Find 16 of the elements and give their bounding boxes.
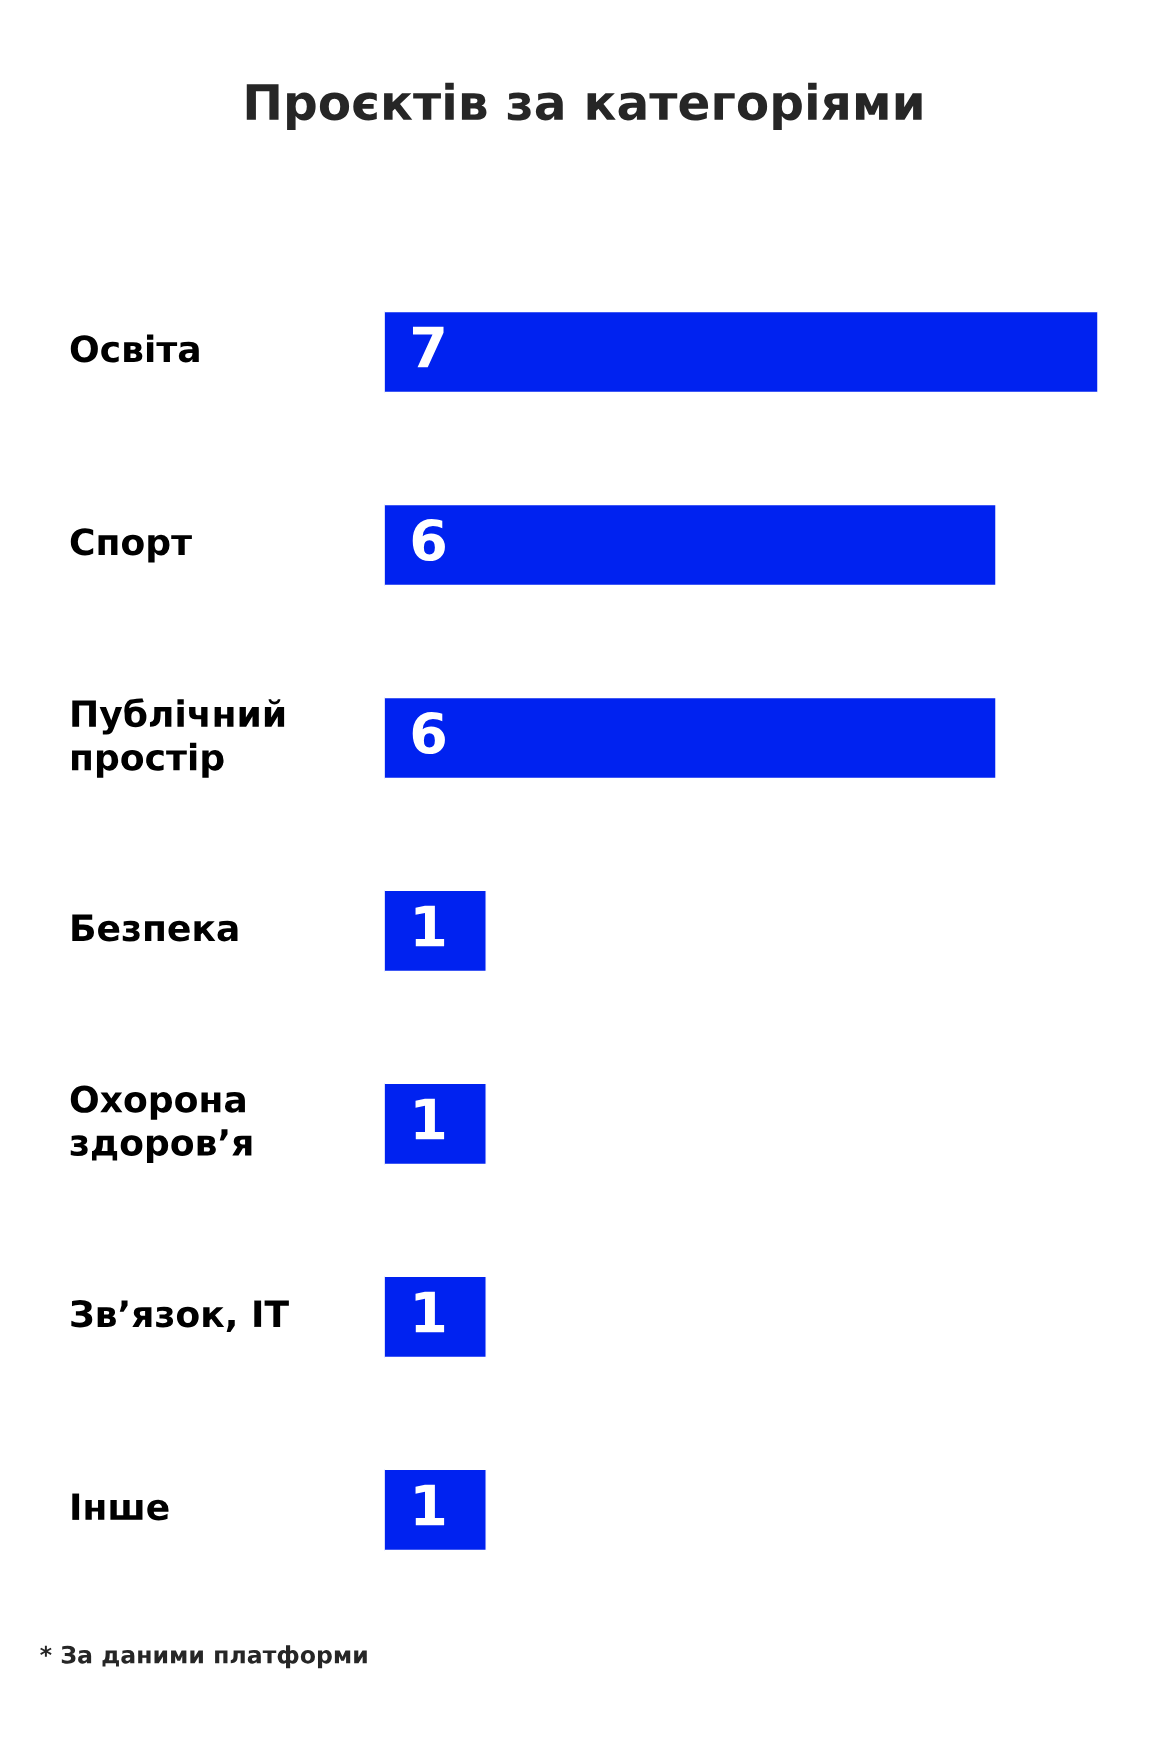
y-tick-label: Спорт <box>70 528 192 563</box>
y-tick-label: Освіта <box>70 334 199 363</box>
data-label: 6 <box>412 519 445 562</box>
chart-title: Проєктів за категоріями <box>246 82 922 130</box>
y-tick-label: Зв’язок, IT <box>71 1300 289 1333</box>
y-tick-label: Публічний простір <box>72 698 285 778</box>
data-label: 1 <box>415 1098 445 1140</box>
data-label: 1 <box>415 1291 445 1333</box>
y-tick-label: Охорона здоров’я <box>70 1085 252 1163</box>
data-label: 1 <box>415 1484 445 1526</box>
y-tick-label: Безпека <box>72 914 238 942</box>
text: * За даними платформи <box>40 1645 367 1669</box>
y-tick-label: Інше <box>72 1493 169 1521</box>
data-label: 7 <box>412 326 444 368</box>
data-label: 1 <box>415 905 445 947</box>
data-label: 6 <box>412 712 445 755</box>
